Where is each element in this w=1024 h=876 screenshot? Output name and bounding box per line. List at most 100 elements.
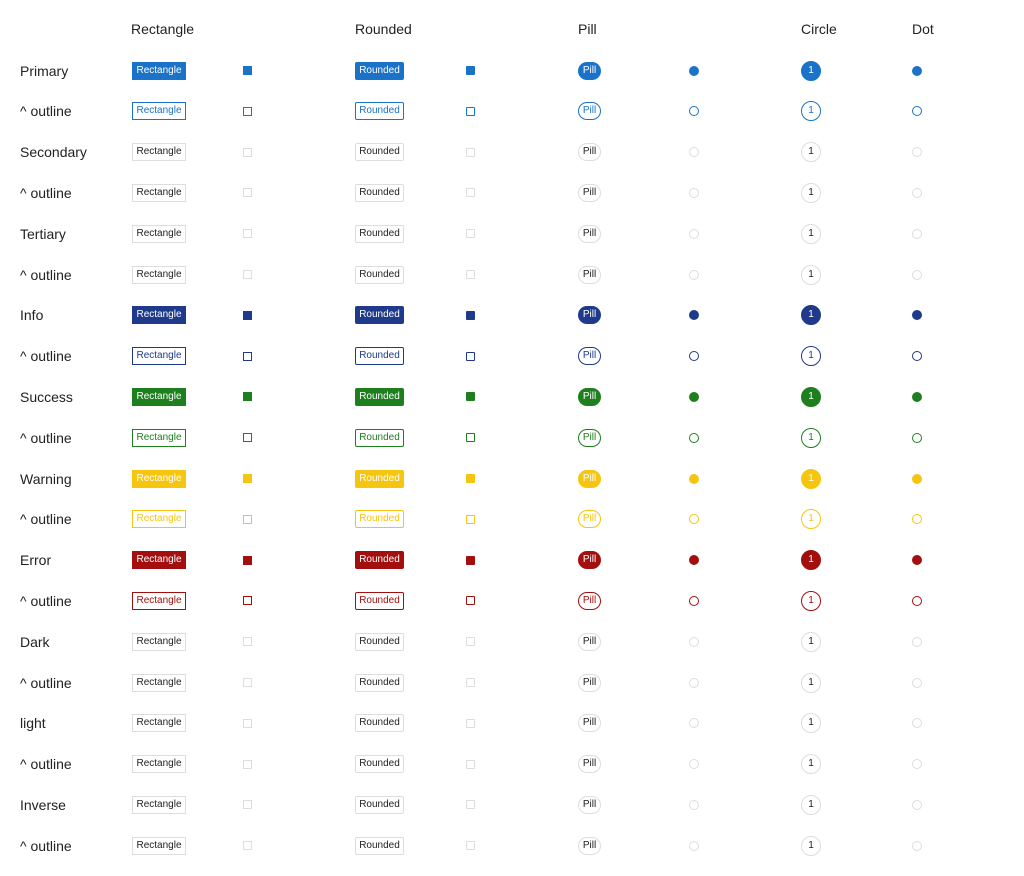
badge-pill: Pill bbox=[578, 470, 601, 488]
badge-rectangle: Rectangle bbox=[132, 714, 186, 732]
pill-dot-indicator bbox=[689, 596, 699, 606]
dot-indicator bbox=[912, 66, 922, 76]
badge-rectangle: Rectangle bbox=[132, 184, 186, 202]
dot-indicator bbox=[912, 147, 922, 157]
rounded-square-indicator bbox=[466, 760, 475, 769]
dot-indicator bbox=[912, 514, 922, 524]
dot-indicator bbox=[912, 718, 922, 728]
rounded-square-indicator bbox=[466, 515, 475, 524]
badge-pill: Pill bbox=[578, 388, 601, 406]
badge-rounded: Rounded bbox=[355, 592, 404, 610]
badge-pill: Pill bbox=[578, 551, 601, 569]
rounded-square-indicator bbox=[466, 107, 475, 116]
badge-circle: 1 bbox=[801, 428, 821, 448]
badge-rounded: Rounded bbox=[355, 837, 404, 855]
dot-indicator bbox=[912, 229, 922, 239]
row-label-warning: Warning bbox=[20, 471, 72, 487]
badge-circle: 1 bbox=[801, 550, 821, 570]
badge-pill: Pill bbox=[578, 347, 601, 365]
dot-indicator bbox=[912, 474, 922, 484]
badge-pill: Pill bbox=[578, 510, 601, 528]
dot-indicator bbox=[912, 392, 922, 402]
rounded-square-indicator bbox=[466, 392, 475, 401]
row-label-success: Success bbox=[20, 389, 73, 405]
square-indicator bbox=[243, 433, 252, 442]
badge-rounded: Rounded bbox=[355, 429, 404, 447]
badge-circle: 1 bbox=[801, 224, 821, 244]
rounded-square-indicator bbox=[466, 148, 475, 157]
badge-rectangle: Rectangle bbox=[132, 266, 186, 284]
pill-dot-indicator bbox=[689, 147, 699, 157]
square-indicator bbox=[243, 556, 252, 565]
dot-indicator bbox=[912, 596, 922, 606]
badge-rectangle: Rectangle bbox=[132, 510, 186, 528]
badge-rounded: Rounded bbox=[355, 755, 404, 773]
badge-rectangle: Rectangle bbox=[132, 102, 186, 120]
badge-pill: Pill bbox=[578, 796, 601, 814]
badge-rectangle: Rectangle bbox=[132, 388, 186, 406]
badge-rounded: Rounded bbox=[355, 674, 404, 692]
rounded-square-indicator bbox=[466, 556, 475, 565]
badge-circle: 1 bbox=[801, 387, 821, 407]
square-indicator bbox=[243, 270, 252, 279]
rounded-square-indicator bbox=[466, 66, 475, 75]
dot-indicator bbox=[912, 555, 922, 565]
rounded-square-indicator bbox=[466, 719, 475, 728]
pill-dot-indicator bbox=[689, 433, 699, 443]
row-label-error: Error bbox=[20, 552, 52, 568]
badge-pill: Pill bbox=[578, 714, 601, 732]
rounded-square-indicator bbox=[466, 188, 475, 197]
dot-indicator bbox=[912, 106, 922, 116]
rounded-square-indicator bbox=[466, 678, 475, 687]
pill-dot-indicator bbox=[689, 759, 699, 769]
badge-rounded: Rounded bbox=[355, 510, 404, 528]
square-indicator bbox=[243, 841, 252, 850]
badge-circle: 1 bbox=[801, 632, 821, 652]
pill-dot-indicator bbox=[689, 270, 699, 280]
badge-circle: 1 bbox=[801, 795, 821, 815]
badge-rectangle: Rectangle bbox=[132, 470, 186, 488]
rounded-square-indicator bbox=[466, 270, 475, 279]
badge-rectangle: Rectangle bbox=[132, 429, 186, 447]
badge-rectangle: Rectangle bbox=[132, 306, 186, 324]
square-indicator bbox=[243, 229, 252, 238]
rounded-square-indicator bbox=[466, 229, 475, 238]
square-indicator bbox=[243, 352, 252, 361]
column-header-circle: Circle bbox=[801, 21, 837, 37]
badge-rectangle: Rectangle bbox=[132, 592, 186, 610]
square-indicator bbox=[243, 392, 252, 401]
pill-dot-indicator bbox=[689, 637, 699, 647]
badge-circle: 1 bbox=[801, 142, 821, 162]
badge-rounded: Rounded bbox=[355, 306, 404, 324]
pill-dot-indicator bbox=[689, 555, 699, 565]
rounded-square-indicator bbox=[466, 433, 475, 442]
badge-circle: 1 bbox=[801, 509, 821, 529]
badge-rounded: Rounded bbox=[355, 633, 404, 651]
badge-rounded: Rounded bbox=[355, 347, 404, 365]
dot-indicator bbox=[912, 759, 922, 769]
square-indicator bbox=[243, 474, 252, 483]
dot-indicator bbox=[912, 310, 922, 320]
square-indicator bbox=[243, 760, 252, 769]
dot-indicator bbox=[912, 351, 922, 361]
badge-rectangle: Rectangle bbox=[132, 674, 186, 692]
rounded-square-indicator bbox=[466, 311, 475, 320]
dot-indicator bbox=[912, 841, 922, 851]
badge-pill: Pill bbox=[578, 674, 601, 692]
pill-dot-indicator bbox=[689, 66, 699, 76]
badge-pill: Pill bbox=[578, 62, 601, 80]
badge-rounded: Rounded bbox=[355, 184, 404, 202]
row-label-error-outline: ^ outline bbox=[20, 593, 72, 609]
row-label-warning-outline: ^ outline bbox=[20, 511, 72, 527]
row-label-secondary: Secondary bbox=[20, 144, 87, 160]
badge-rounded: Rounded bbox=[355, 388, 404, 406]
dot-indicator bbox=[912, 433, 922, 443]
rounded-square-indicator bbox=[466, 841, 475, 850]
badge-circle: 1 bbox=[801, 754, 821, 774]
square-indicator bbox=[243, 107, 252, 116]
badge-circle: 1 bbox=[801, 265, 821, 285]
badge-circle: 1 bbox=[801, 61, 821, 81]
badge-circle: 1 bbox=[801, 713, 821, 733]
badge-rounded: Rounded bbox=[355, 225, 404, 243]
row-label-primary: Primary bbox=[20, 63, 69, 79]
